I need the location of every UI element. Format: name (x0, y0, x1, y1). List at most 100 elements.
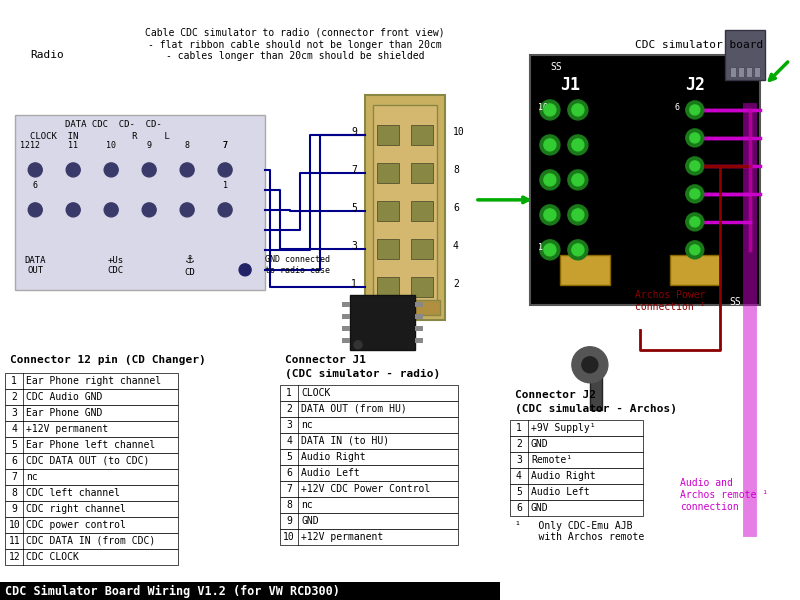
Bar (280, 512, 458, 529)
Text: 6: 6 (33, 181, 38, 190)
Bar (415, 326, 423, 331)
Circle shape (544, 244, 556, 256)
Text: 7: 7 (286, 484, 292, 494)
Circle shape (540, 100, 560, 120)
Text: 6: 6 (516, 503, 522, 512)
Text: Connector J1: Connector J1 (285, 355, 366, 365)
Text: ⚓: ⚓ (185, 255, 195, 265)
Circle shape (572, 104, 584, 116)
Bar (6, 453, 178, 469)
Circle shape (568, 170, 588, 190)
Text: Audio Right: Audio Right (531, 470, 595, 481)
Circle shape (142, 163, 156, 177)
Circle shape (690, 245, 700, 255)
Bar (415, 314, 423, 319)
Text: 7: 7 (11, 472, 17, 482)
Text: CDC right channel: CDC right channel (26, 503, 126, 514)
Text: +12V permanent: +12V permanent (301, 532, 383, 542)
Text: Cable CDC simulator to radio (connector front view)
- flat ribbon cable should n: Cable CDC simulator to radio (connector … (146, 28, 445, 61)
Circle shape (180, 163, 194, 177)
Circle shape (142, 203, 156, 217)
Bar (350, 295, 415, 350)
Bar (280, 401, 458, 417)
Text: 1: 1 (11, 376, 17, 386)
Circle shape (544, 139, 556, 151)
Text: 1: 1 (222, 181, 228, 190)
Text: 2: 2 (286, 404, 292, 414)
Circle shape (544, 174, 556, 186)
Text: Ear Phone left channel: Ear Phone left channel (26, 440, 155, 450)
Text: 12: 12 (30, 141, 40, 150)
Circle shape (568, 205, 588, 225)
Circle shape (686, 157, 704, 175)
Circle shape (690, 217, 700, 227)
Text: Audio and
Archos remote ¹
connection: Audio and Archos remote ¹ connection (680, 478, 768, 512)
Bar (6, 500, 178, 517)
Text: Ear Phone GND: Ear Phone GND (26, 408, 102, 418)
Circle shape (28, 163, 42, 177)
Bar (342, 326, 350, 331)
Circle shape (540, 240, 560, 260)
Text: 9: 9 (351, 127, 357, 137)
Text: 5: 5 (286, 452, 292, 462)
Bar (280, 433, 458, 449)
Bar (746, 67, 752, 77)
Text: GND: GND (531, 503, 549, 512)
Circle shape (104, 163, 118, 177)
Bar (0, 581, 500, 599)
Text: 3: 3 (286, 420, 292, 430)
Text: Ear Phone right channel: Ear Phone right channel (26, 376, 162, 386)
Text: GND connected
to radio case: GND connected to radio case (265, 256, 330, 275)
Bar (6, 533, 178, 548)
Circle shape (239, 264, 251, 276)
Bar (280, 417, 458, 433)
Text: SS: SS (730, 297, 742, 307)
Text: CDC power control: CDC power control (26, 520, 126, 530)
Bar (377, 125, 399, 145)
Bar (670, 255, 720, 285)
Text: CD: CD (185, 268, 195, 277)
Text: ¹   Only CDC-Emu AJB
    with Archos remote: ¹ Only CDC-Emu AJB with Archos remote (515, 521, 644, 542)
Text: 7: 7 (222, 141, 228, 150)
Circle shape (568, 240, 588, 260)
Text: CDC: CDC (107, 266, 123, 275)
Circle shape (686, 185, 704, 203)
Text: 12: 12 (8, 551, 20, 562)
Text: (CDC simulator - radio): (CDC simulator - radio) (285, 369, 440, 379)
Bar (370, 300, 440, 315)
Text: +Us: +Us (107, 256, 123, 265)
Circle shape (568, 135, 588, 155)
Text: 10: 10 (453, 127, 465, 137)
Text: OUT: OUT (27, 266, 43, 275)
Bar (754, 67, 760, 77)
Text: 8: 8 (185, 141, 190, 150)
Bar (510, 500, 643, 515)
Text: GND: GND (531, 439, 549, 449)
Circle shape (28, 203, 42, 217)
Text: 1: 1 (286, 388, 292, 398)
Text: 4: 4 (11, 424, 17, 434)
Text: 10: 10 (8, 520, 20, 530)
Text: 9: 9 (286, 515, 292, 526)
Circle shape (66, 163, 80, 177)
Text: 9: 9 (146, 141, 152, 150)
Text: CDC DATA OUT (to CDC): CDC DATA OUT (to CDC) (26, 456, 150, 466)
Text: 3: 3 (516, 455, 522, 465)
Text: 11: 11 (8, 536, 20, 545)
Text: Audio Right: Audio Right (301, 452, 366, 462)
Bar (342, 338, 350, 343)
Text: 11: 11 (68, 141, 78, 150)
Text: nc: nc (26, 472, 38, 482)
Bar (6, 548, 178, 565)
Bar (590, 360, 602, 410)
Bar (280, 449, 458, 465)
Bar (411, 125, 433, 145)
Bar (15, 115, 265, 290)
Bar (6, 437, 178, 453)
Text: CLOCK: CLOCK (301, 388, 330, 398)
Bar (6, 517, 178, 533)
Text: nc: nc (301, 500, 313, 509)
Circle shape (540, 135, 560, 155)
Text: 1: 1 (351, 279, 357, 289)
Text: DATA OUT (from HU): DATA OUT (from HU) (301, 404, 407, 414)
